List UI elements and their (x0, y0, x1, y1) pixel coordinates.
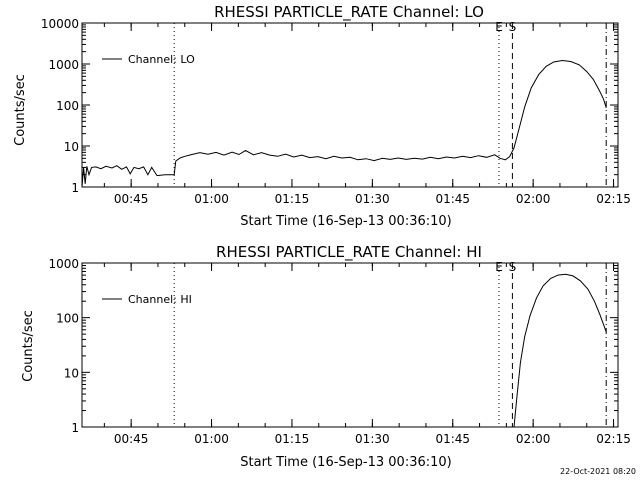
y-tick-label: 100 (56, 312, 79, 326)
x-tick-label: 01:45 (435, 192, 470, 206)
plot-frame (81, 22, 619, 188)
y-tick-label: 100 (56, 99, 79, 113)
marker-label: S (509, 260, 517, 274)
y-tick-label: 10000 (41, 17, 79, 31)
legend: Channel: LO (102, 53, 195, 66)
x-tick-labels: 00:45 01:00 01:15 01:30 01:45 02:00 02:15 (114, 192, 631, 206)
legend-label: Channel: LO (128, 53, 195, 66)
panel-channel-hi: RHESSI PARTICLE_RATE Channel: HI 00:45 01… (21, 243, 631, 470)
x-tick-labels: 00:45 01:00 01:15 01:30 01:45 02:00 02:15 (114, 432, 631, 446)
panel-channel-lo: RHESSI PARTICLE_RATE Channel: LO 00:45 01… (13, 3, 631, 229)
x-tick-label: 02:00 (516, 192, 551, 206)
marker-label: E (495, 20, 503, 34)
plot-frame (81, 262, 619, 428)
axis-ticks (82, 22, 618, 188)
x-tick-label: 01:15 (275, 192, 310, 206)
x-tick-label: 02:00 (516, 432, 551, 446)
y-axis-label: Counts/sec (21, 310, 36, 382)
y-tick-label: 10 (64, 366, 79, 380)
x-tick-label: 01:15 (275, 432, 310, 446)
y-tick-labels: 1 10 100 1000 10000 (41, 17, 79, 195)
footer-timestamp: 22-Oct-2021 08:20 (560, 467, 636, 476)
legend: Channel: HI (102, 293, 192, 306)
y-tick-labels: 1 10 100 1000 (48, 257, 79, 435)
x-tick-label: 00:45 (114, 192, 149, 206)
axis-ticks (82, 262, 618, 428)
x-tick-label: 02:15 (596, 432, 631, 446)
x-tick-label: 01:30 (355, 432, 390, 446)
series-line-channel-lo (81, 59, 607, 188)
x-tick-label: 00:45 (114, 432, 149, 446)
y-tick-label: 1000 (48, 58, 79, 72)
y-tick-label: 10 (64, 140, 79, 154)
x-axis-label: Start Time (16-Sep-13 00:36:10) (240, 455, 451, 470)
x-tick-label: 02:15 (596, 192, 631, 206)
panel-title: RHESSI PARTICLE_RATE Channel: LO (214, 3, 484, 22)
y-tick-label: 1000 (48, 257, 79, 271)
x-axis-label: Start Time (16-Sep-13 00:36:10) (240, 214, 451, 229)
x-tick-label: 01:00 (194, 432, 229, 446)
x-tick-label: 01:45 (435, 432, 470, 446)
panel-title: RHESSI PARTICLE_RATE Channel: HI (216, 243, 482, 262)
y-axis-label: Counts/sec (13, 74, 28, 146)
legend-label: Channel: HI (128, 293, 192, 306)
series-line-channel-hi (513, 273, 607, 428)
x-tick-label: 01:30 (355, 192, 390, 206)
marker-label: S (509, 20, 517, 34)
y-tick-label: 1 (71, 421, 79, 435)
y-tick-label: 1 (71, 181, 79, 195)
x-tick-label: 01:00 (194, 192, 229, 206)
marker-label: E (495, 260, 503, 274)
